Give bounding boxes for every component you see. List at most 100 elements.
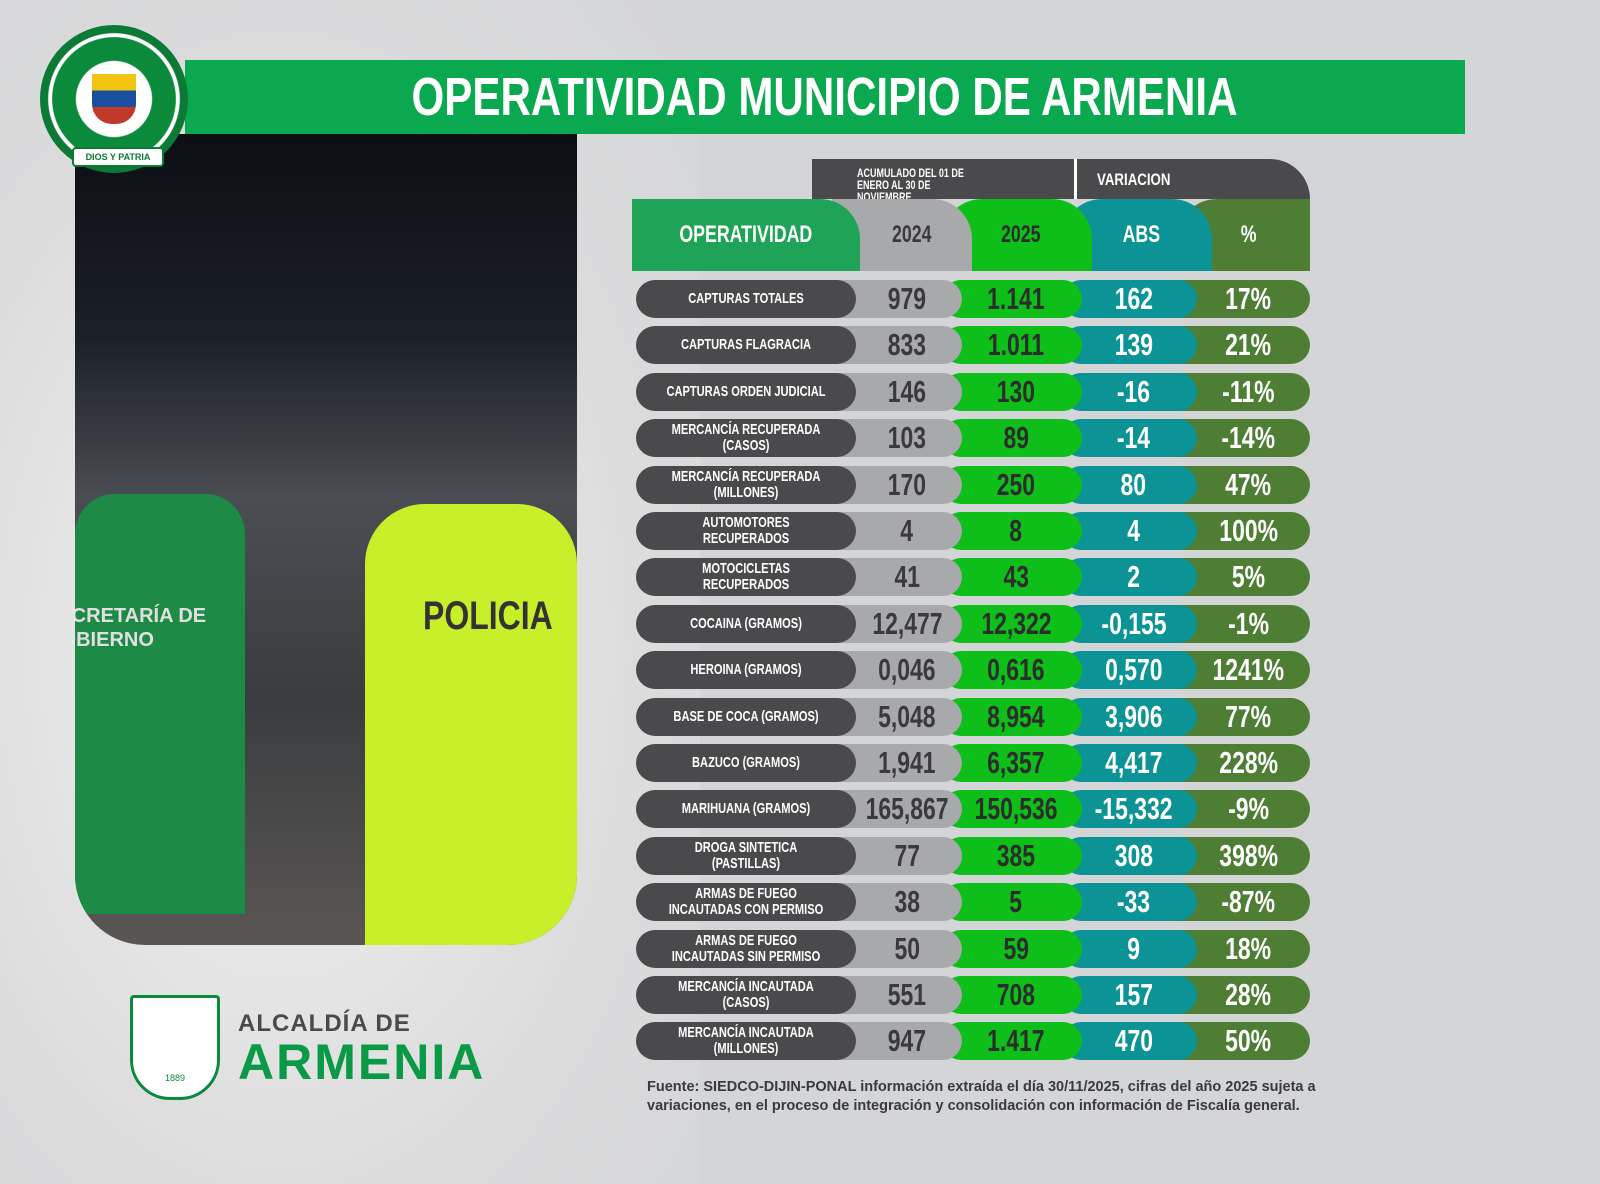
value-pct: 100% <box>1177 512 1310 550</box>
value-pct: 21% <box>1177 326 1310 365</box>
table-row: ARMAS DE FUEGO INCAUTADAS CON PERMISO 38 5… <box>632 883 1310 922</box>
row-label: MERCANCÍA INCAUTADA (MILLONES) <box>636 1022 856 1061</box>
value-pct: -9% <box>1177 790 1310 829</box>
value-2025: 1.011 <box>942 326 1082 365</box>
table-row: MARIHUANA (GRAMOS) 165,867 150,536 -15,332-… <box>632 790 1310 829</box>
value-pct: 18% <box>1177 929 1310 968</box>
value-pct: 398% <box>1177 836 1310 875</box>
row-label: AUTOMOTORES RECUPERADOS <box>636 512 856 550</box>
value-2025: 5 <box>942 883 1082 922</box>
row-label: HEROINA (GRAMOS) <box>636 651 856 690</box>
alcaldia-line1: ALCALDÍA DE <box>238 1009 411 1037</box>
value-abs: -33 <box>1062 883 1197 922</box>
table-header: OPERATIVIDAD 2024 2025 ABS % <box>632 199 1310 271</box>
row-label: MERCANCÍA RECUPERADA (CASOS) <box>636 419 856 458</box>
table-row: DROGA SINTETICA (PASTILLAS) 77 385 308 398% <box>632 836 1310 875</box>
row-label: ARMAS DE FUEGO INCAUTADAS SIN PERMISO <box>636 929 856 968</box>
table-row: MERCANCÍA INCAUTADA (MILLONES) 947 1.417 47… <box>632 1022 1310 1061</box>
row-label: MERCANCÍA INCAUTADA (CASOS) <box>636 976 856 1014</box>
row-label: COCAINA (GRAMOS) <box>636 604 856 643</box>
table-row: CAPTURAS TOTALES 979 1.141 162 17% <box>632 280 1310 318</box>
shield-year: 1889 <box>164 1073 186 1083</box>
value-abs: 2 <box>1062 558 1197 597</box>
row-label: CAPTURAS FLAGRACIA <box>636 326 856 365</box>
row-label: CAPTURAS ORDEN JUDICIAL <box>636 372 856 411</box>
value-pct: 1241% <box>1177 651 1310 690</box>
value-pct: -11% <box>1177 372 1310 411</box>
value-pct: -1% <box>1177 604 1310 643</box>
value-2024: 551 <box>832 976 962 1014</box>
row-label: BASE DE COCA (GRAMOS) <box>636 697 856 736</box>
value-abs: 3,906 <box>1062 697 1197 736</box>
value-abs: -15,332 <box>1062 790 1197 829</box>
value-2025: 12,322 <box>942 604 1082 643</box>
row-label: ARMAS DE FUEGO INCAUTADAS CON PERMISO <box>636 883 856 922</box>
header-operatividad: OPERATIVIDAD <box>632 199 860 271</box>
value-pct: 28% <box>1177 976 1310 1014</box>
value-pct: -87% <box>1177 883 1310 922</box>
table-row: ARMAS DE FUEGO INCAUTADAS SIN PERMISO 50 5… <box>632 929 1310 968</box>
value-2024: 50 <box>832 929 962 968</box>
police-photo: SECRETARÍA DE GOBIERNO POLICIA <box>75 134 577 945</box>
value-abs: 80 <box>1062 465 1197 504</box>
value-2025: 6,357 <box>942 744 1082 782</box>
value-2025: 59 <box>942 929 1082 968</box>
value-abs: -16 <box>1062 372 1197 411</box>
coat-of-arms-icon <box>92 74 136 124</box>
value-abs: -14 <box>1062 419 1197 458</box>
value-abs: 4,417 <box>1062 744 1197 782</box>
title-banner: OPERATIVIDAD MUNICIPIO DE ARMENIA <box>185 60 1465 134</box>
value-2025: 150,536 <box>942 790 1082 829</box>
government-jacket: SECRETARÍA DE GOBIERNO <box>75 494 245 914</box>
table-row: BAZUCO (GRAMOS) 1,941 6,357 4,417 228% <box>632 744 1310 782</box>
alcaldia-line2: ARMENIA <box>238 1033 486 1090</box>
value-2025: 0,616 <box>942 651 1082 690</box>
value-2025: 1.417 <box>942 1022 1082 1061</box>
jacket-text: SECRETARÍA DE GOBIERNO <box>75 605 207 651</box>
value-abs: 157 <box>1062 976 1197 1014</box>
table-row: HEROINA (GRAMOS) 0,046 0,616 0,570 1241% <box>632 651 1310 690</box>
value-2024: 170 <box>832 465 962 504</box>
value-pct: -14% <box>1177 419 1310 458</box>
police-seal-logo: DIOS Y PATRIA <box>40 25 188 173</box>
value-2025: 43 <box>942 558 1082 597</box>
value-2025: 385 <box>942 836 1082 875</box>
value-abs: 9 <box>1062 929 1197 968</box>
row-label: MARIHUANA (GRAMOS) <box>636 790 856 829</box>
table-row: MERCANCÍA RECUPERADA (MILLONES) 170 250 80 4… <box>632 465 1310 504</box>
value-abs: 470 <box>1062 1022 1197 1061</box>
police-jacket: POLICIA <box>365 504 577 945</box>
table-row: CAPTURAS FLAGRACIA 833 1.011 139 21% <box>632 326 1310 365</box>
divider <box>1074 159 1077 199</box>
seal-motto: DIOS Y PATRIA <box>72 147 164 167</box>
value-2024: 146 <box>832 372 962 411</box>
value-2025: 250 <box>942 465 1082 504</box>
alcaldia-logo: 1889 ALCALDÍA DE ARMENIA <box>130 995 485 1100</box>
value-2025: 130 <box>942 372 1082 411</box>
table-row: MERCANCÍA RECUPERADA (CASOS) 103 89 -14 -14% <box>632 419 1310 458</box>
table-row: AUTOMOTORES RECUPERADOS 4 8 4 100% <box>632 512 1310 550</box>
value-2025: 1.141 <box>942 280 1082 318</box>
page-title: OPERATIVIDAD MUNICIPIO DE ARMENIA <box>411 67 1239 127</box>
row-label: CAPTURAS TOTALES <box>636 280 856 318</box>
row-label: BAZUCO (GRAMOS) <box>636 744 856 782</box>
accumulated-header: ACUMULADO DEL 01 DE ENERO AL 30 DE NOVIE… <box>857 166 964 204</box>
value-2025: 708 <box>942 976 1082 1014</box>
table-row: BASE DE COCA (GRAMOS) 5,048 8,954 3,906 77% <box>632 697 1310 736</box>
value-pct: 50% <box>1177 1022 1310 1061</box>
value-pct: 228% <box>1177 744 1310 782</box>
value-abs: 139 <box>1062 326 1197 365</box>
value-abs: 4 <box>1062 512 1197 550</box>
value-abs: -0,155 <box>1062 604 1197 643</box>
value-2025: 8 <box>942 512 1082 550</box>
row-label: MERCANCÍA RECUPERADA (MILLONES) <box>636 465 856 504</box>
group-header: ACUMULADO DEL 01 DE ENERO AL 30 DE NOVIE… <box>812 159 1310 203</box>
armenia-shield-icon: 1889 <box>130 995 220 1100</box>
row-label: DROGA SINTETICA (PASTILLAS) <box>636 836 856 875</box>
variation-header: VARIACION <box>1097 170 1171 189</box>
value-2025: 89 <box>942 419 1082 458</box>
value-2025: 8,954 <box>942 697 1082 736</box>
table-row: MOTOCICLETAS RECUPERADOS 41 43 2 5% <box>632 558 1310 597</box>
jacket-text: POLICIA <box>423 594 553 638</box>
value-pct: 17% <box>1177 280 1310 318</box>
